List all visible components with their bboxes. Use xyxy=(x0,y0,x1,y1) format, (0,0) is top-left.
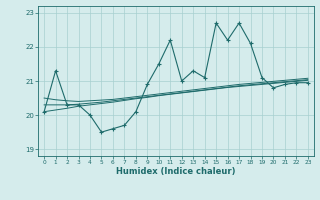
X-axis label: Humidex (Indice chaleur): Humidex (Indice chaleur) xyxy=(116,167,236,176)
